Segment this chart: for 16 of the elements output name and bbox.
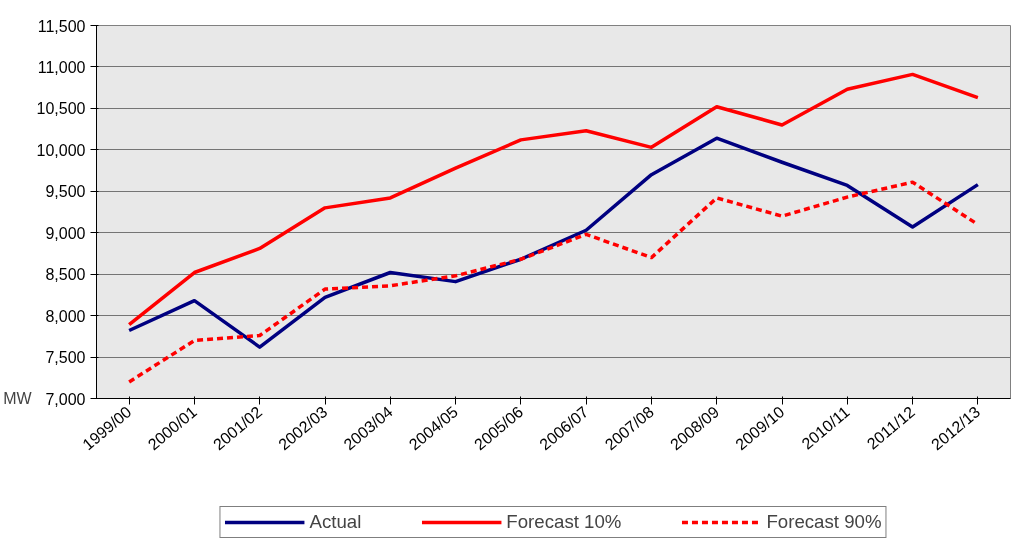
y-tick-label: 9,000 <box>45 224 86 242</box>
y-tick-label: 10,500 <box>36 100 86 118</box>
legend-label: Forecast 10% <box>506 511 622 533</box>
y-tick-label: 8,000 <box>45 307 86 325</box>
y-tick-label: 11,500 <box>37 17 86 35</box>
line-series <box>127 72 980 327</box>
line-series <box>127 136 980 349</box>
y-tick-label: 7,000 <box>45 390 86 408</box>
y-axis-title: MW <box>3 390 33 407</box>
y-tick-label: 7,500 <box>45 349 86 367</box>
legend-label: Actual <box>309 511 362 533</box>
y-tick-label: 9,500 <box>45 183 86 201</box>
y-tick-label: 8,500 <box>45 266 86 284</box>
legend-label: Forecast 90% <box>766 511 882 533</box>
y-tick-label: 10,000 <box>36 141 86 159</box>
y-tick-label: 11,000 <box>37 58 86 76</box>
